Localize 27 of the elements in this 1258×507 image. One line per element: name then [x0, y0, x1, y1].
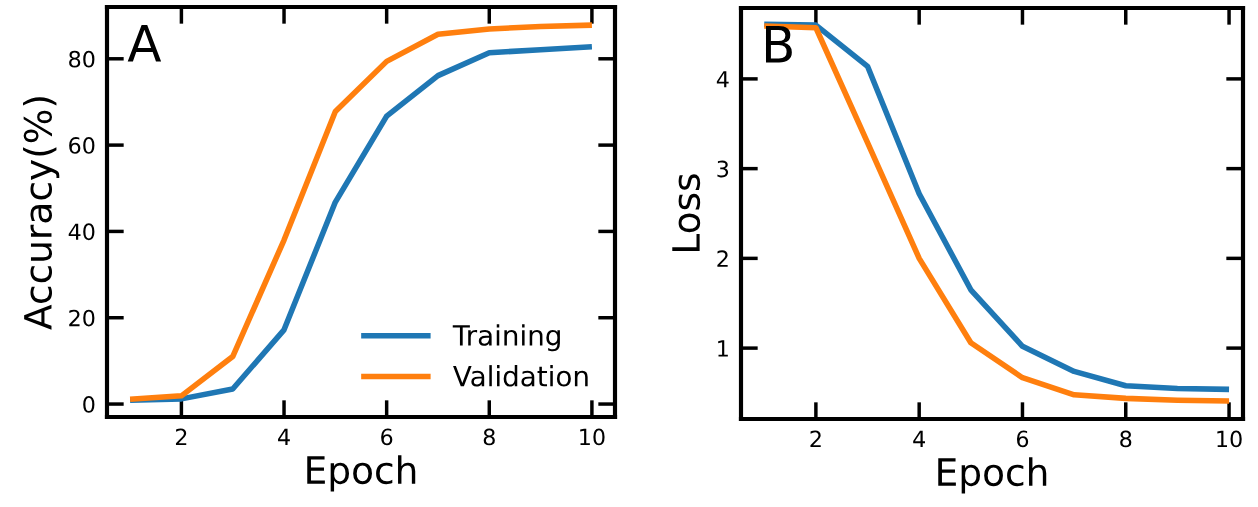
x-tick-label: 10 [1217, 430, 1242, 448]
legend-label: Training [452, 324, 560, 352]
y-tick-label: 3 [717, 160, 729, 178]
x-tick-label: 2 [810, 430, 821, 447]
y-tick-label: 1 [718, 340, 728, 357]
y-tick-label: 4 [716, 71, 729, 88]
x-tick-label: 2 [175, 428, 187, 445]
y-axis-title: Accuracy(%) [23, 97, 60, 330]
x-tick-label: 4 [913, 430, 925, 447]
y-axis-title: Loss [672, 174, 701, 251]
y-tick-label: 60 [69, 137, 95, 154]
x-tick-label: 4 [278, 428, 290, 445]
y-tick-label: 40 [68, 223, 95, 241]
legend-label: Validation [453, 365, 588, 387]
y-tick-label: 20 [69, 309, 95, 327]
annotation: A [127, 24, 162, 62]
x-axis-title: Epoch [307, 455, 416, 492]
y-tick-label: 2 [717, 250, 728, 267]
x-tick-label: 6 [381, 428, 393, 446]
x-tick-label: 6 [1016, 430, 1029, 448]
x-axis-title: Epoch [938, 457, 1047, 494]
annotation: B [765, 25, 792, 63]
x-tick-label: 8 [1120, 430, 1132, 448]
y-tick-label: 0 [83, 396, 95, 413]
x-tick-label: 8 [483, 428, 495, 446]
y-tick-label: 80 [69, 50, 95, 68]
x-tick-label: 10 [580, 428, 605, 446]
